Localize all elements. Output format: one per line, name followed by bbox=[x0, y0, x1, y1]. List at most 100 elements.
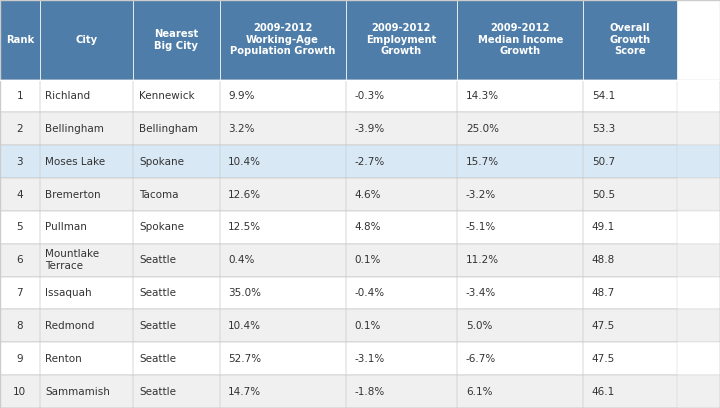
Text: -0.4%: -0.4% bbox=[354, 288, 384, 298]
Bar bbox=[0, 178, 720, 211]
Bar bbox=[0, 277, 720, 309]
Text: 9: 9 bbox=[17, 354, 23, 364]
Text: 5.0%: 5.0% bbox=[466, 321, 492, 331]
Text: 6: 6 bbox=[17, 255, 23, 265]
Text: -3.9%: -3.9% bbox=[354, 124, 384, 134]
Text: 48.7: 48.7 bbox=[592, 288, 615, 298]
Text: 50.7: 50.7 bbox=[592, 157, 615, 167]
Text: 9.9%: 9.9% bbox=[228, 91, 255, 101]
Bar bbox=[346, 211, 457, 244]
Text: 14.7%: 14.7% bbox=[228, 386, 261, 397]
Text: 15.7%: 15.7% bbox=[466, 157, 499, 167]
Text: 3.2%: 3.2% bbox=[228, 124, 255, 134]
Text: Bremerton: Bremerton bbox=[45, 189, 101, 200]
Bar bbox=[0, 342, 720, 375]
Bar bbox=[0, 244, 720, 277]
Text: 2009-2012
Working-Age
Population Growth: 2009-2012 Working-Age Population Growth bbox=[230, 23, 336, 56]
Text: 54.1: 54.1 bbox=[592, 91, 615, 101]
Bar bbox=[0, 80, 720, 113]
Bar bbox=[133, 145, 220, 178]
Bar bbox=[583, 309, 677, 342]
Text: Richland: Richland bbox=[45, 91, 91, 101]
Text: 4: 4 bbox=[17, 189, 23, 200]
Bar bbox=[346, 145, 457, 178]
Bar bbox=[0, 113, 720, 145]
Bar bbox=[346, 375, 457, 408]
Text: 10.4%: 10.4% bbox=[228, 157, 261, 167]
Text: Issaquah: Issaquah bbox=[45, 288, 92, 298]
Text: Seattle: Seattle bbox=[139, 255, 176, 265]
Bar bbox=[457, 309, 583, 342]
Bar bbox=[40, 178, 133, 211]
Bar bbox=[0, 375, 720, 408]
Text: Sammamish: Sammamish bbox=[45, 386, 110, 397]
Text: Tacoma: Tacoma bbox=[139, 189, 179, 200]
Bar bbox=[40, 145, 133, 178]
Text: Pullman: Pullman bbox=[45, 222, 87, 233]
Text: 52.7%: 52.7% bbox=[228, 354, 261, 364]
Bar bbox=[133, 0, 220, 80]
Bar bbox=[457, 113, 583, 145]
Text: Mountlake
Terrace: Mountlake Terrace bbox=[45, 249, 99, 271]
Bar bbox=[133, 113, 220, 145]
Bar bbox=[133, 309, 220, 342]
Bar bbox=[346, 178, 457, 211]
Text: -1.8%: -1.8% bbox=[354, 386, 384, 397]
Text: 2009-2012
Median Income
Growth: 2009-2012 Median Income Growth bbox=[477, 23, 563, 56]
Text: 10: 10 bbox=[13, 386, 27, 397]
Bar bbox=[40, 375, 133, 408]
Text: Seattle: Seattle bbox=[139, 386, 176, 397]
Text: Nearest
Big City: Nearest Big City bbox=[154, 29, 199, 51]
Text: 2: 2 bbox=[17, 124, 23, 134]
Bar bbox=[0, 211, 720, 244]
Bar bbox=[220, 178, 346, 211]
Bar bbox=[220, 145, 346, 178]
Text: 46.1: 46.1 bbox=[592, 386, 615, 397]
Text: 4.8%: 4.8% bbox=[354, 222, 381, 233]
Text: Spokane: Spokane bbox=[139, 157, 184, 167]
Text: Bellingham: Bellingham bbox=[45, 124, 104, 134]
Bar bbox=[346, 113, 457, 145]
Bar bbox=[0, 80, 40, 113]
Bar bbox=[133, 375, 220, 408]
Text: 0.4%: 0.4% bbox=[228, 255, 255, 265]
Bar bbox=[220, 277, 346, 309]
Bar bbox=[133, 80, 220, 113]
Bar bbox=[0, 375, 40, 408]
Bar bbox=[346, 309, 457, 342]
Bar bbox=[583, 0, 677, 80]
Bar bbox=[220, 211, 346, 244]
Bar bbox=[0, 145, 720, 178]
Text: 25.0%: 25.0% bbox=[466, 124, 499, 134]
Bar bbox=[583, 375, 677, 408]
Bar bbox=[346, 80, 457, 113]
Bar bbox=[0, 178, 40, 211]
Bar bbox=[0, 309, 40, 342]
Bar bbox=[457, 342, 583, 375]
Bar bbox=[457, 277, 583, 309]
Text: 0.1%: 0.1% bbox=[354, 321, 381, 331]
Bar bbox=[583, 244, 677, 277]
Text: 53.3: 53.3 bbox=[592, 124, 615, 134]
Bar bbox=[457, 145, 583, 178]
Text: -3.2%: -3.2% bbox=[466, 189, 496, 200]
Bar bbox=[0, 211, 40, 244]
Bar bbox=[457, 178, 583, 211]
Text: Kennewick: Kennewick bbox=[139, 91, 194, 101]
Bar bbox=[346, 244, 457, 277]
Text: -5.1%: -5.1% bbox=[466, 222, 496, 233]
Bar bbox=[220, 244, 346, 277]
Bar bbox=[583, 211, 677, 244]
Text: -0.3%: -0.3% bbox=[354, 91, 384, 101]
Bar bbox=[40, 309, 133, 342]
Bar bbox=[40, 80, 133, 113]
Bar bbox=[133, 342, 220, 375]
Bar bbox=[220, 0, 346, 80]
Bar bbox=[346, 277, 457, 309]
Text: Overall
Growth
Score: Overall Growth Score bbox=[609, 23, 651, 56]
Bar bbox=[0, 309, 720, 342]
Text: Seattle: Seattle bbox=[139, 321, 176, 331]
Bar bbox=[40, 211, 133, 244]
Text: 10.4%: 10.4% bbox=[228, 321, 261, 331]
Text: Spokane: Spokane bbox=[139, 222, 184, 233]
